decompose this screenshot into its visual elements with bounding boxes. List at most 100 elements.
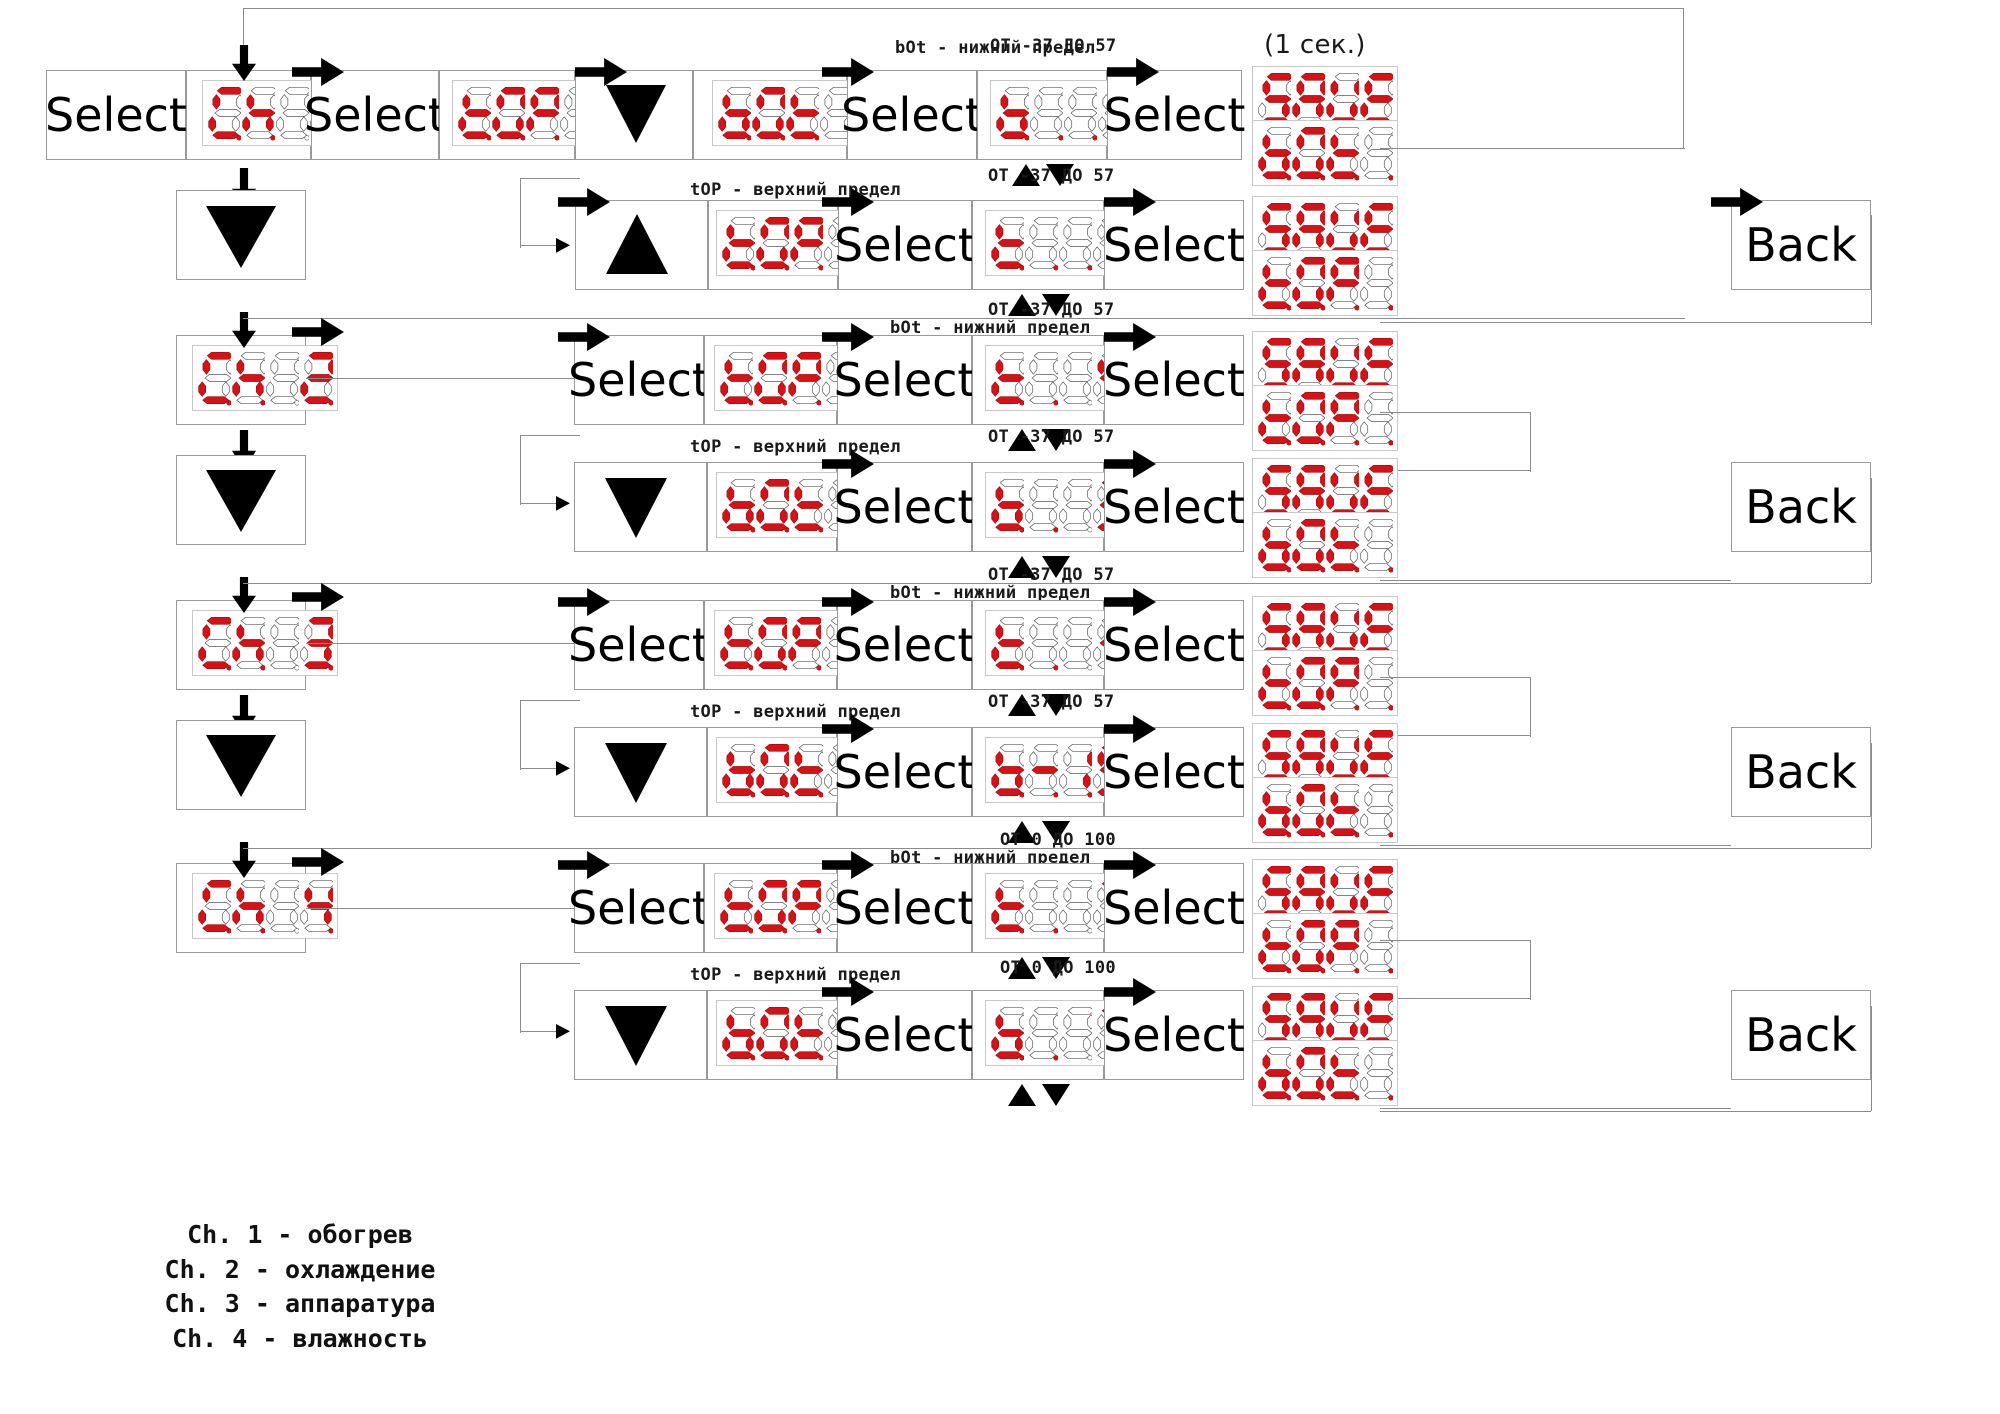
arrow-ch2-right bbox=[292, 318, 344, 346]
arrowhead-down-ch3 bbox=[232, 577, 256, 613]
connector-line bbox=[243, 583, 1383, 584]
ssd-digit bbox=[241, 84, 275, 142]
select-button-ch1-top-save[interactable]: Select bbox=[1103, 200, 1245, 290]
up-down-ch1-top[interactable] bbox=[1008, 292, 1070, 318]
up-down-ch3-bot[interactable] bbox=[1008, 692, 1070, 718]
select-button-ch1-bot-save[interactable]: Select bbox=[1104, 70, 1245, 160]
select-button-ch3-bot-save[interactable]: Select bbox=[1103, 600, 1245, 690]
ssd-digit bbox=[787, 877, 821, 935]
select-button-ch1-top-save-text: Select bbox=[1103, 218, 1245, 272]
ssd-digit bbox=[990, 476, 1024, 534]
select-button-ch4-bot-save[interactable]: Select bbox=[1103, 863, 1245, 953]
connector-line bbox=[520, 700, 580, 701]
select-button-ch1-bot[interactable]: Select bbox=[841, 70, 983, 160]
back-button-ch1[interactable]: Back bbox=[1731, 200, 1871, 290]
select-button-ch4-bot[interactable]: Select bbox=[568, 863, 710, 953]
ssd-digit bbox=[299, 877, 333, 935]
arrowhead-ch3-top-entry bbox=[556, 761, 570, 776]
ssd-digit bbox=[525, 84, 559, 142]
ssd-digit bbox=[1359, 1044, 1393, 1102]
select-button-ch2-bot[interactable]: Select bbox=[568, 335, 710, 425]
connector-line bbox=[520, 1031, 556, 1032]
ssd-digit bbox=[1359, 254, 1393, 312]
select-button-ch3-confirm[interactable]: Select bbox=[834, 600, 975, 690]
ssd-digit bbox=[1058, 741, 1092, 799]
ssd-digit bbox=[1291, 781, 1325, 839]
ssd-digit bbox=[990, 877, 1024, 935]
connector-line bbox=[306, 643, 574, 644]
connector-line bbox=[1380, 318, 1685, 319]
select-button-ch4-top-save[interactable]: Select bbox=[1103, 990, 1245, 1080]
triangle-down-icon-ch1-next bbox=[206, 206, 276, 268]
select-button-ch3-top-save-text: Select bbox=[1103, 745, 1245, 799]
select-button-ch2-bot-text: Select bbox=[568, 353, 710, 407]
triangle-down-icon-ch3-top bbox=[605, 743, 667, 803]
select-button-ch2-confirm[interactable]: Select bbox=[834, 335, 975, 425]
back-button-ch3[interactable]: Back bbox=[1731, 727, 1871, 817]
ssd-saved-top-ch3 bbox=[1252, 650, 1398, 716]
ssd-digit bbox=[197, 877, 231, 935]
select-button-ch3-bot[interactable]: Select bbox=[568, 600, 710, 690]
ssd-digit bbox=[1359, 389, 1393, 447]
select-button-ch4-confirm[interactable]: Select bbox=[834, 863, 975, 953]
back-button-ch2[interactable]: Back bbox=[1731, 462, 1871, 552]
select-button-ch3-bot-text: Select bbox=[568, 618, 710, 672]
arrowhead-down-ch4 bbox=[232, 842, 256, 878]
ssd-digit bbox=[1325, 516, 1359, 574]
connector-line bbox=[243, 8, 1683, 9]
ssd-digit bbox=[990, 349, 1024, 407]
connector-line bbox=[306, 378, 574, 379]
select-button-ch2-top[interactable]: Select bbox=[834, 462, 975, 552]
ssd-digit bbox=[755, 741, 789, 799]
select-button-ch1-confirm[interactable]: Select bbox=[304, 70, 446, 160]
select-button-ch2-top-save-text: Select bbox=[1103, 480, 1245, 534]
legend-line: Ch. 2 - охлаждение bbox=[164, 1254, 436, 1284]
up-down-ch4-top[interactable] bbox=[1008, 1082, 1070, 1108]
ssd-digit bbox=[1325, 781, 1359, 839]
arrow-ch3-param-to-select bbox=[822, 588, 874, 616]
up-down-ch2-top[interactable] bbox=[1008, 554, 1070, 580]
select-button-ch2-bot-save[interactable]: Select bbox=[1103, 335, 1245, 425]
select-button-ch4-top[interactable]: Select bbox=[834, 990, 975, 1080]
ssd-digit bbox=[995, 84, 1029, 142]
connector-line bbox=[1871, 1006, 1872, 1111]
arrow-ch2-topvalue-to-select bbox=[1104, 450, 1156, 478]
arrowhead-down-ch2 bbox=[232, 312, 256, 348]
select-button-ch3-top-text: Select bbox=[833, 745, 976, 799]
select-button-ch1-top[interactable]: Select bbox=[834, 200, 976, 290]
up-down-ch2-bot[interactable] bbox=[1008, 427, 1070, 453]
connector-line bbox=[520, 435, 521, 505]
up-down-ch4-bot[interactable] bbox=[1008, 955, 1070, 981]
connector-line bbox=[1380, 583, 1871, 584]
select-button-ch3-top[interactable]: Select bbox=[834, 727, 975, 817]
connector-line bbox=[1683, 8, 1684, 148]
ssd-digit bbox=[265, 614, 299, 672]
select-button-ch1-enter[interactable]: Select bbox=[45, 70, 187, 160]
ssd-digit bbox=[753, 877, 787, 935]
select-button-ch2-confirm-text: Select bbox=[833, 353, 976, 407]
connector-line bbox=[1530, 412, 1531, 472]
ssd-digit bbox=[721, 741, 755, 799]
ssd-digit bbox=[721, 1004, 755, 1062]
select-button-ch3-top-save[interactable]: Select bbox=[1103, 727, 1245, 817]
ssd-digit bbox=[1257, 1044, 1291, 1102]
up-down-ch3-top[interactable] bbox=[1008, 819, 1070, 845]
arrow-ch1-top-to-select bbox=[822, 188, 874, 216]
select-button-ch2-top-save[interactable]: Select bbox=[1103, 462, 1245, 552]
ssd-digit bbox=[990, 741, 1024, 799]
caption-range-ch3-bot: ОТ -37 ДО 57 bbox=[988, 565, 1115, 585]
connector-line bbox=[1380, 1111, 1871, 1112]
up-down-ch1-bot[interactable] bbox=[1012, 162, 1074, 188]
ssd-digit bbox=[990, 1004, 1024, 1062]
ssd-digit bbox=[1291, 727, 1325, 785]
select-button-ch1-top-text: Select bbox=[834, 218, 976, 272]
arrow-ch1-top-row bbox=[558, 188, 610, 216]
caption-bot-ch2: bOt - нижний предел bbox=[890, 318, 1091, 338]
ssd-digit bbox=[753, 614, 787, 672]
caption-range-ch2-top: ОТ -37 ДО 57 bbox=[988, 427, 1115, 447]
connector-line bbox=[520, 435, 580, 436]
ssd-digit bbox=[1024, 1004, 1058, 1062]
back-button-ch4[interactable]: Back bbox=[1731, 990, 1871, 1080]
arrow-ch2-value-to-select bbox=[1104, 323, 1156, 351]
connector-line bbox=[1380, 148, 1685, 149]
